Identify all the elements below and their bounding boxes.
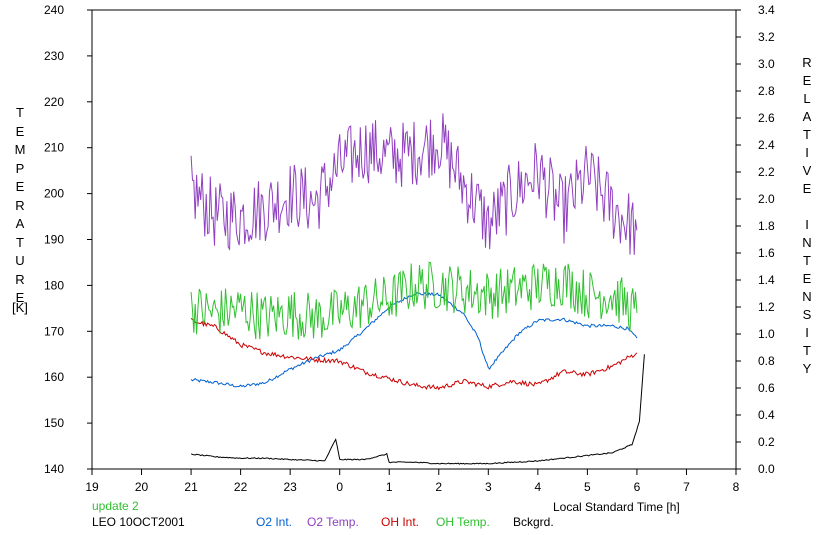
axis-label-letter: E — [15, 179, 25, 194]
axis-label-letter: N — [802, 289, 812, 304]
axis-label-letter: E — [802, 271, 812, 286]
x-tick-label: 5 — [584, 480, 591, 494]
y-right-tick-label: 0.8 — [758, 354, 775, 368]
update-annotation: update 2 — [92, 499, 139, 513]
plot-frame — [91, 9, 737, 470]
axis-label-letter: V — [802, 163, 812, 178]
legend-item: OH Temp. — [436, 515, 490, 529]
series-line-oh-temp — [190, 261, 638, 340]
axis-label-letter: L — [803, 91, 811, 106]
axis-label-letter: T — [16, 105, 24, 120]
x-tick-label: 1 — [386, 480, 393, 494]
axis-label-letter: I — [805, 145, 809, 160]
y-left-tick-label: 140 — [44, 462, 64, 476]
y-left-tick-label: 230 — [44, 49, 64, 63]
axis-label-letter: T — [803, 253, 811, 268]
y-right-tick-label: 2.0 — [758, 192, 775, 206]
station-date-annotation: LEO 10OCT2001 — [92, 515, 185, 529]
x-tick-label: 7 — [683, 480, 690, 494]
y-left-tick-label: 160 — [44, 370, 64, 384]
x-tick-label: 3 — [485, 480, 492, 494]
y-right-tick-label: 0.6 — [758, 381, 775, 395]
legend-item: Bckgrd. — [513, 515, 554, 529]
x-tick-label: 23 — [283, 480, 297, 494]
axis-label-letter: T — [16, 234, 24, 250]
axis-label-letter: I — [805, 325, 809, 340]
y-left-tick-label: 210 — [44, 141, 64, 155]
series-line-bckgrd — [190, 354, 645, 465]
axis-label-letter: R — [15, 197, 25, 213]
axis-label-letter: S — [802, 307, 812, 322]
axis-label-letter: U — [15, 253, 25, 268]
y-right-tick-label: 2.2 — [758, 165, 775, 179]
x-tick-label: 8 — [733, 480, 740, 494]
axis-label-letter: Y — [802, 361, 812, 376]
axis-label-letter: R — [802, 55, 812, 70]
x-tick-label: 22 — [234, 480, 248, 494]
y-left-tick-label: 220 — [44, 95, 64, 109]
axis-label-letter: E — [802, 73, 812, 88]
y-right-tick-label: 0.4 — [758, 408, 775, 422]
axis-label-letter: E — [15, 123, 25, 139]
axis-label-letter: T — [803, 343, 811, 358]
series-line-o2-int — [190, 291, 638, 388]
axis-label-letter: E — [802, 181, 812, 196]
x-tick-label: 21 — [184, 480, 198, 494]
y-left-tick-label: 200 — [44, 187, 64, 201]
y-left-tick-label: 190 — [44, 233, 64, 247]
y-axis-left-unit: [K] — [12, 300, 28, 315]
y-right-tick-label: 1.2 — [758, 300, 775, 314]
axis-label-letter — [797, 198, 817, 216]
legend-item: O2 Int. — [256, 515, 293, 529]
axis-label-letter: P — [15, 160, 25, 176]
x-tick-label: 4 — [535, 480, 542, 494]
x-tick-label: 2 — [435, 480, 442, 494]
axis-label-letter: N — [802, 235, 812, 250]
x-tick-label: 6 — [634, 480, 641, 494]
x-tick-label: 19 — [85, 480, 99, 494]
series-line-o2-temp — [190, 113, 638, 255]
y-right-tick-label: 2.8 — [758, 84, 775, 98]
y-right-tick-label: 0.0 — [758, 462, 775, 476]
x-tick-label: 0 — [336, 480, 343, 494]
y-right-tick-label: 1.0 — [758, 327, 775, 341]
axis-label-letter: A — [15, 216, 25, 231]
y-left-tick-label: 170 — [44, 324, 64, 338]
y-right-tick-label: 3.0 — [758, 57, 775, 71]
y-right-tick-label: 0.2 — [758, 435, 775, 449]
axis-label-letter: E — [15, 290, 25, 305]
y-right-tick-label: 1.8 — [758, 219, 775, 233]
axis-label-letter: T — [803, 127, 811, 142]
y-right-tick-label: 1.4 — [758, 273, 775, 287]
legend-item: O2 Temp. — [307, 515, 359, 529]
y-right-tick-label: 2.4 — [758, 138, 775, 152]
axis-label-letter: I — [805, 217, 809, 232]
axis-label-letter: R — [15, 271, 25, 287]
y-right-tick-label: 3.4 — [758, 3, 775, 17]
x-axis-label: Local Standard Time [h] — [553, 500, 680, 514]
axis-label-letter: A — [802, 109, 812, 124]
y-right-tick-label: 1.6 — [758, 246, 775, 260]
series-line-oh-int — [190, 318, 638, 391]
y-left-tick-label: 180 — [44, 278, 64, 292]
y-left-tick-label: 240 — [44, 3, 64, 17]
y-right-tick-label: 3.2 — [758, 30, 775, 44]
y-right-tick-label: 2.6 — [758, 111, 775, 125]
x-tick-label: 20 — [135, 480, 149, 494]
axis-label-letter: M — [14, 142, 26, 157]
y-left-tick-label: 150 — [44, 416, 64, 430]
legend-item: OH Int. — [381, 515, 420, 529]
